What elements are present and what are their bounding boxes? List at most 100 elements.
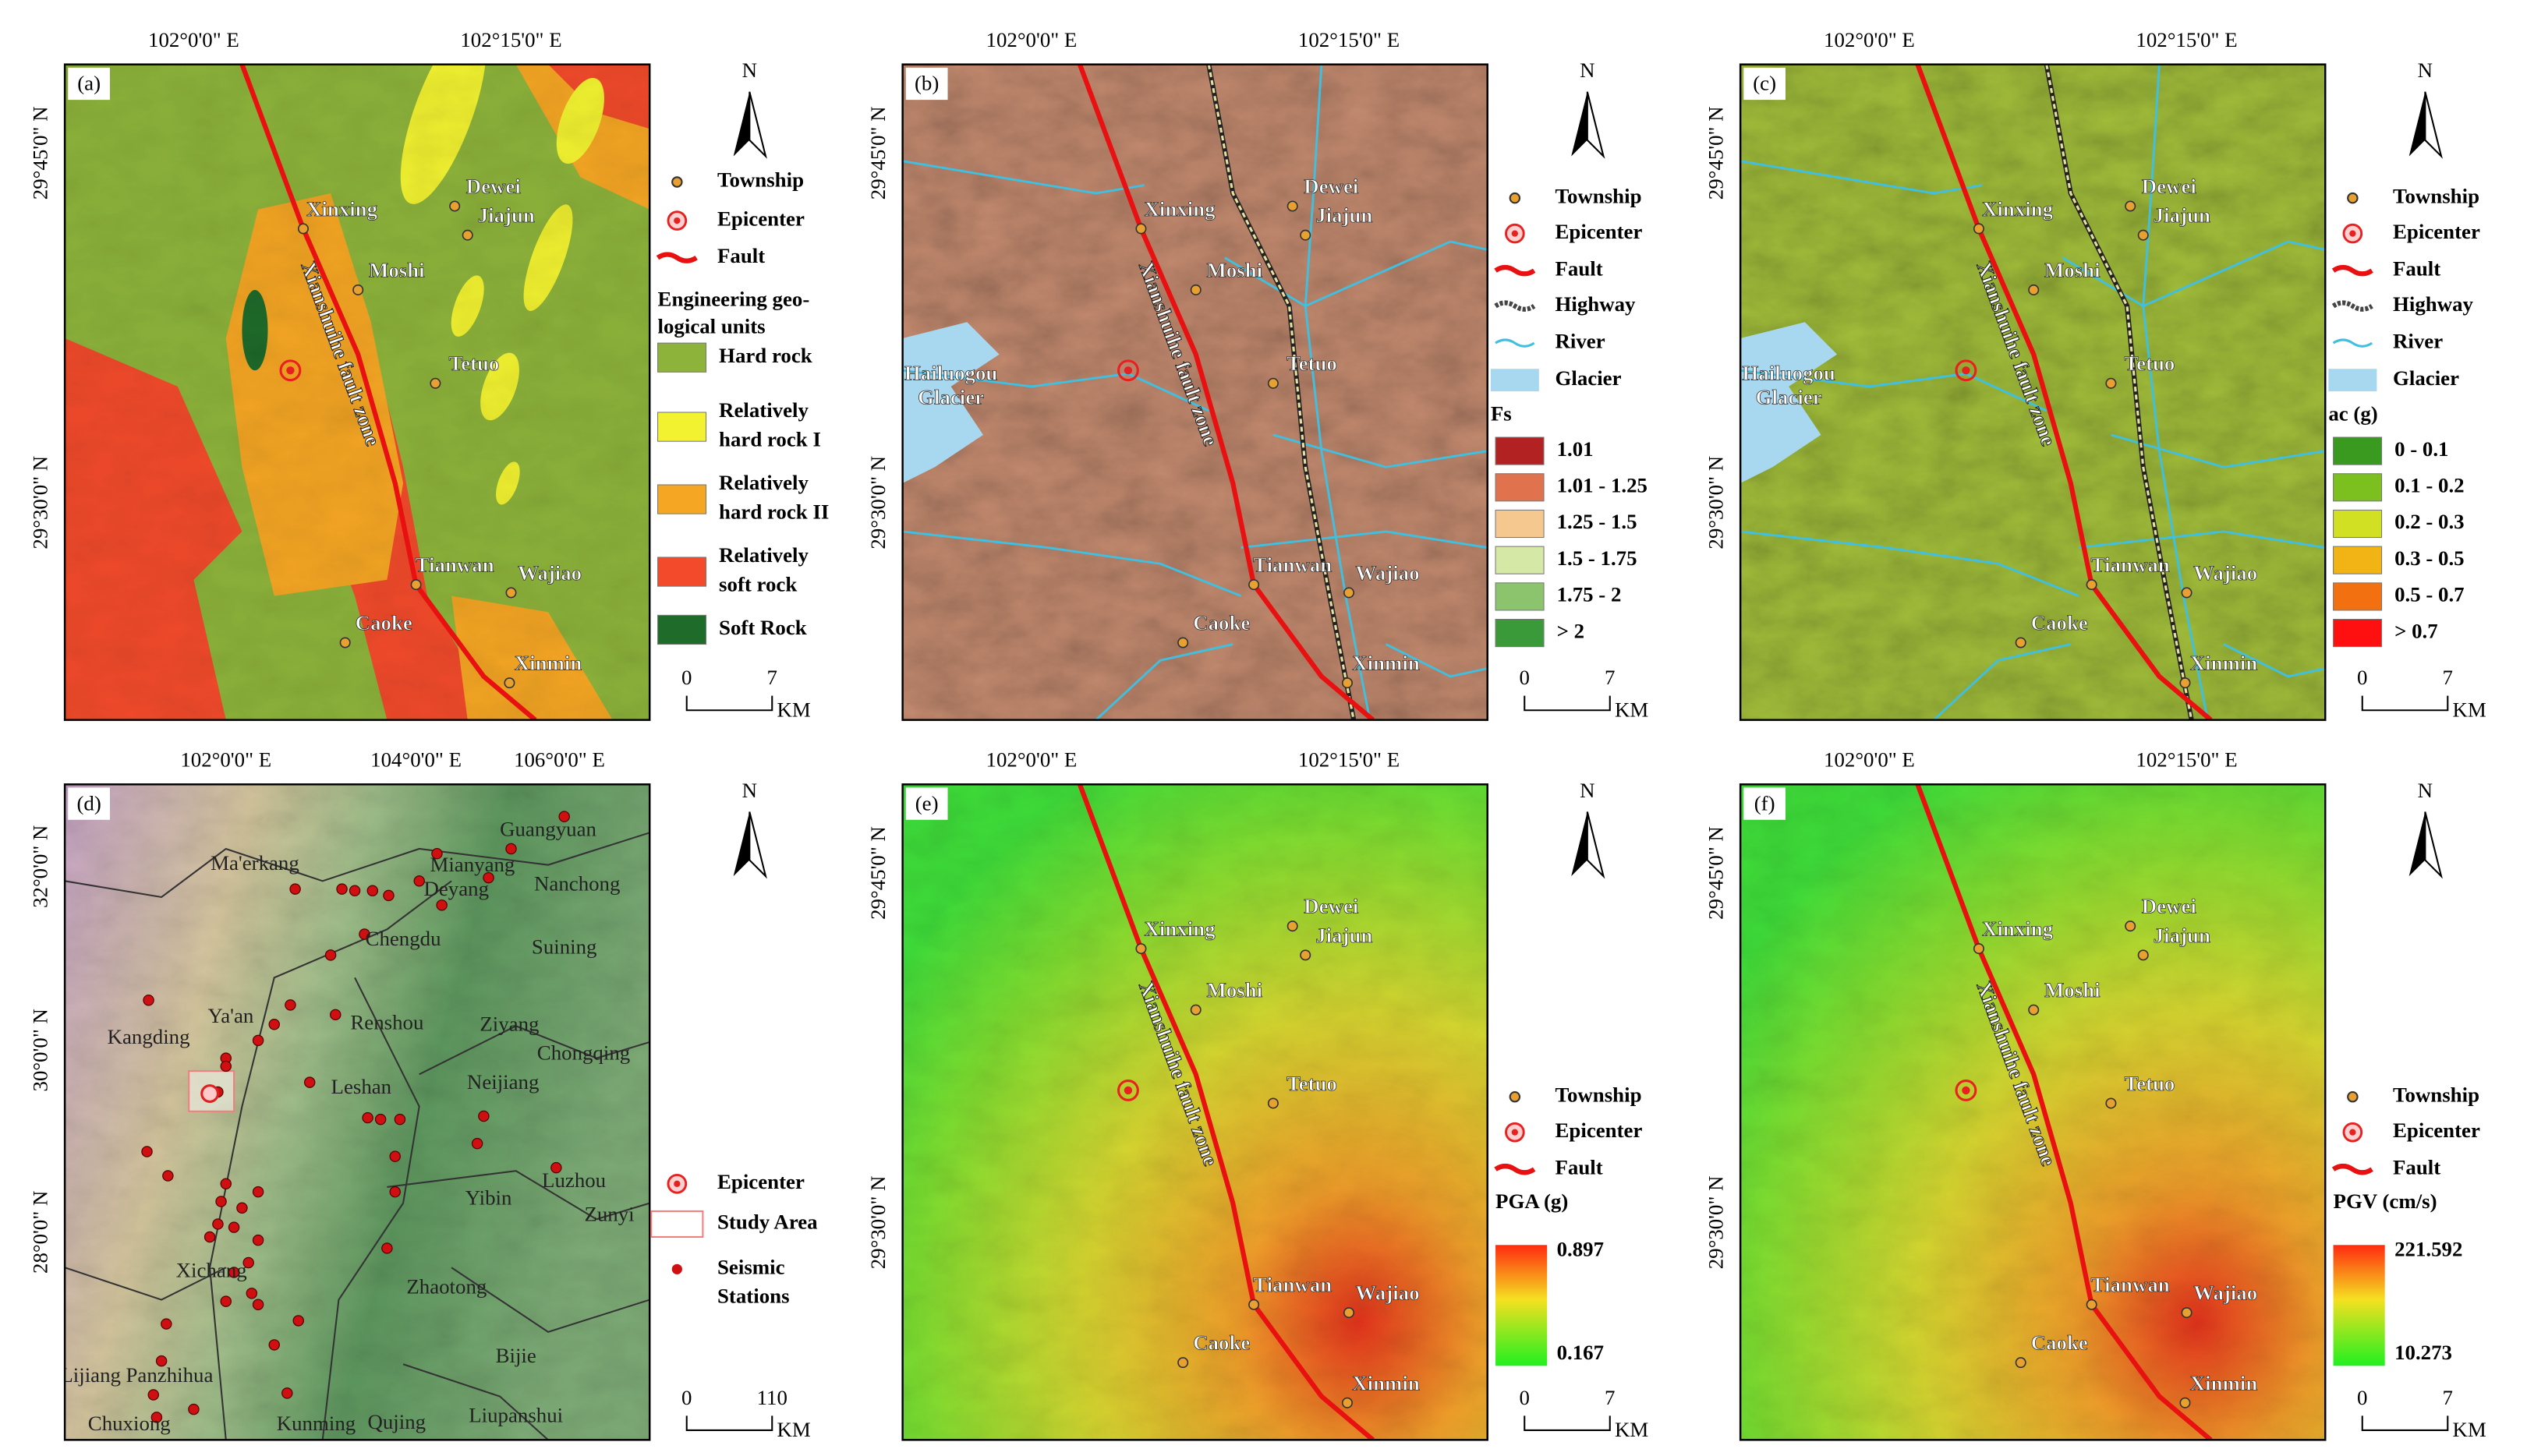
latitude-label: 29°45'0" N xyxy=(866,826,890,920)
scale-bar xyxy=(685,695,773,712)
scale-unit: KM xyxy=(777,1418,810,1441)
panel-label: (c) xyxy=(1753,72,1776,95)
legend-fault xyxy=(1494,264,1536,277)
city-label: Ya'an xyxy=(208,1004,254,1027)
station xyxy=(389,1150,401,1162)
township xyxy=(1973,223,1984,235)
township-label: Xinxing xyxy=(1145,917,1216,941)
city-label: Chongqing xyxy=(537,1041,630,1065)
legend-label: Epicenter xyxy=(717,1170,805,1193)
legend-label: Highway xyxy=(1555,292,1637,316)
map-frame xyxy=(901,63,1488,721)
station xyxy=(252,1299,264,1310)
legend-label: Epicenter xyxy=(1555,1119,1643,1142)
legend-class-label: soft rock xyxy=(719,572,797,595)
township-label: Tetuo xyxy=(1287,352,1337,375)
legend-class-label: 0 - 0.1 xyxy=(2394,437,2448,461)
scale-unit: KM xyxy=(1615,698,1648,722)
map-area: Xianshuihe fault zoneXinxingDeweiJiajunM… xyxy=(1740,784,2326,1440)
map-frame xyxy=(63,63,651,721)
station xyxy=(236,1202,248,1214)
glacier xyxy=(902,322,1000,483)
station xyxy=(268,1339,280,1351)
map-frame xyxy=(63,783,651,1441)
longitude-label: 102°15'0" E xyxy=(460,28,561,51)
station xyxy=(252,1234,264,1246)
scale-label: 0 xyxy=(681,666,692,689)
scale-bar xyxy=(1524,695,1611,712)
north-label: N xyxy=(1580,779,1594,802)
north-arrow xyxy=(733,91,750,157)
township xyxy=(1248,1299,1260,1310)
epicenter xyxy=(1955,1079,1977,1101)
legend-class-label: 1.25 - 1.5 xyxy=(1557,510,1637,533)
legend-fault xyxy=(2331,1163,2373,1175)
legend-label: Township xyxy=(2393,1083,2479,1106)
township xyxy=(1177,637,1189,648)
legend-class-label: > 2 xyxy=(1557,619,1584,642)
station xyxy=(383,889,395,902)
township-label: Wajiao xyxy=(1356,561,1420,585)
township-label: Jiajun xyxy=(2154,203,2210,227)
station xyxy=(324,949,337,961)
scale-bar xyxy=(685,1415,773,1431)
city-label: Kangding xyxy=(108,1025,190,1048)
scale-label: 7 xyxy=(2443,1386,2453,1409)
station xyxy=(212,1218,224,1230)
legend-swatch xyxy=(657,412,707,442)
legend-township xyxy=(1509,1090,1521,1103)
township-label: Dewei xyxy=(2142,895,2197,918)
township xyxy=(410,579,422,591)
scale-label: 0 xyxy=(681,1386,692,1409)
station xyxy=(162,1170,174,1182)
township xyxy=(1343,587,1355,599)
boundary xyxy=(402,1363,549,1440)
township-label: Xinmin xyxy=(515,652,582,675)
legend-label: Township xyxy=(1555,184,1642,207)
river xyxy=(1740,160,1983,195)
city-label: Leshan xyxy=(331,1075,392,1098)
station xyxy=(228,1221,240,1233)
legend-swatch xyxy=(2333,509,2383,539)
township-label: Tianwan xyxy=(416,553,494,577)
legend-swatch xyxy=(1495,546,1545,574)
longitude-label: 102°15'0" E xyxy=(2136,28,2237,51)
latitude-label: 29°45'0" N xyxy=(28,106,51,200)
township-label: Wajiao xyxy=(518,561,582,585)
township xyxy=(1190,1004,1202,1016)
river xyxy=(2142,64,2209,720)
scale-label: 0 xyxy=(1520,666,1530,689)
township-label: Wajiao xyxy=(2193,1281,2257,1305)
station xyxy=(215,1196,227,1207)
station xyxy=(336,883,348,895)
township-label: Xinxing xyxy=(1145,197,1216,221)
scale-unit: KM xyxy=(1615,1418,1648,1441)
epicenter-core xyxy=(1124,1086,1133,1095)
legend-label: Fault xyxy=(717,244,765,267)
north-arrow xyxy=(733,811,750,877)
colorbar-max: 0.897 xyxy=(1557,1238,1604,1261)
latitude-label: 30°0'0" N xyxy=(28,1009,51,1091)
township-label: Tianwan xyxy=(2091,1273,2170,1296)
legend-label: Fault xyxy=(1555,1155,1603,1179)
legend-class-label: 0.5 - 0.7 xyxy=(2394,583,2465,606)
scale-unit: KM xyxy=(2452,1418,2486,1441)
city-label: Renshou xyxy=(350,1010,423,1034)
river xyxy=(902,530,1242,597)
station xyxy=(330,1009,342,1021)
township-label: Xinmin xyxy=(2190,652,2258,675)
panel-label-box xyxy=(68,67,110,101)
north-arrow xyxy=(2424,91,2443,159)
latitude-label: 29°45'0" N xyxy=(1704,106,1727,200)
scale-label: 0 xyxy=(1520,1386,1530,1409)
colorbar xyxy=(2333,1245,2385,1366)
township xyxy=(2028,1004,2040,1016)
legend-label: Epicenter xyxy=(2393,220,2480,243)
township-label: Tianwan xyxy=(1253,553,1332,577)
river xyxy=(1385,643,1488,678)
township xyxy=(430,377,441,389)
north-label: N xyxy=(1580,58,1594,82)
longitude-label: 104°0'0" E xyxy=(370,748,462,772)
